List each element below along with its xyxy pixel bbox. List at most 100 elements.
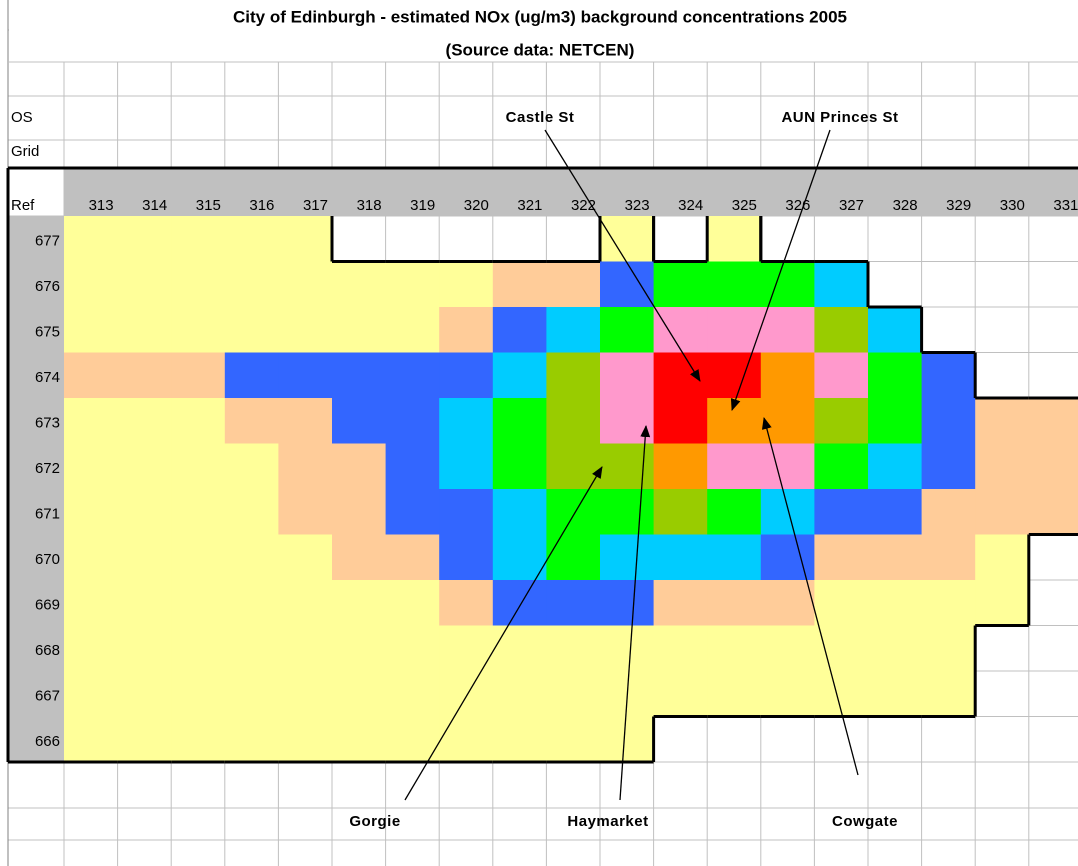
map-cell — [707, 216, 762, 262]
map-cell — [600, 398, 655, 444]
map-cell — [224, 261, 279, 308]
map-cell — [868, 443, 923, 490]
map-cell — [653, 443, 708, 490]
map-cell — [278, 216, 333, 262]
map-cell — [64, 352, 119, 399]
column-label: 330 — [1000, 197, 1025, 214]
map-cell — [814, 261, 869, 308]
map-cell — [492, 580, 547, 626]
map-cell — [117, 489, 172, 535]
map-cell — [385, 398, 440, 444]
map-cell — [332, 534, 387, 581]
map-cell — [921, 534, 976, 581]
row-label: 670 — [35, 551, 60, 568]
map-cell — [546, 261, 601, 308]
map-cell — [224, 489, 279, 535]
map-cell — [546, 534, 601, 581]
map-cell — [707, 307, 762, 353]
map-cell — [385, 534, 440, 581]
map-cell — [171, 625, 226, 672]
map-cell — [64, 443, 119, 490]
map-cell — [492, 352, 547, 399]
map-cell — [117, 398, 172, 444]
map-cell — [278, 534, 333, 581]
map-cell — [814, 625, 869, 672]
map-cell — [546, 580, 601, 626]
map-cell — [868, 534, 923, 581]
map-cell — [760, 261, 815, 308]
map-cell — [653, 307, 708, 353]
side-label: Ref — [11, 197, 35, 214]
map-cell — [760, 352, 815, 399]
map-cell — [332, 261, 387, 308]
column-label: 327 — [839, 197, 864, 214]
map-cell — [278, 489, 333, 535]
map-cell — [760, 625, 815, 672]
column-label: 314 — [142, 197, 167, 214]
map-cell — [439, 716, 494, 763]
map-cell — [868, 489, 923, 535]
map-cell — [600, 261, 655, 308]
annotation: Castle St — [506, 109, 575, 126]
column-label: 320 — [464, 197, 489, 214]
map-cell — [546, 716, 601, 763]
annotation: Haymarket — [567, 813, 648, 830]
column-label: 318 — [357, 197, 382, 214]
map-cell — [117, 216, 172, 262]
map-cell — [332, 671, 387, 717]
map-cell — [653, 625, 708, 672]
side-label: Grid — [11, 143, 39, 160]
map-cell — [278, 716, 333, 763]
map-cell — [224, 534, 279, 581]
map-cell — [814, 489, 869, 535]
map-cell — [921, 625, 976, 672]
map-cell — [171, 261, 226, 308]
row-label: 671 — [35, 506, 60, 523]
map-cell — [278, 352, 333, 399]
map-cell — [921, 671, 976, 717]
map-cell — [600, 534, 655, 581]
map-cell — [814, 352, 869, 399]
map-cell — [1028, 489, 1078, 535]
map-cells — [8, 168, 1078, 763]
map-cell — [868, 671, 923, 717]
map-cell — [600, 216, 655, 262]
column-label: 326 — [785, 197, 810, 214]
map-cell — [439, 671, 494, 717]
map-cell — [546, 489, 601, 535]
annotation-arrow — [730, 129, 831, 411]
map-cell — [385, 352, 440, 399]
map-cell — [224, 716, 279, 763]
map-cell — [439, 580, 494, 626]
map-cell — [439, 534, 494, 581]
row-label: 672 — [35, 460, 60, 477]
map-cell — [385, 625, 440, 672]
map-cell — [653, 398, 708, 444]
map-cell — [439, 307, 494, 353]
map-cell — [332, 443, 387, 490]
map-cell — [707, 443, 762, 490]
map-cell — [921, 489, 976, 535]
map-cell — [439, 625, 494, 672]
map-cell — [171, 580, 226, 626]
map-cell — [492, 671, 547, 717]
map-cell — [171, 216, 226, 262]
map-cell — [224, 216, 279, 262]
map-cell — [385, 489, 440, 535]
annotation-arrow — [761, 417, 859, 776]
subtitle: (Source data: NETCEN) — [446, 40, 635, 59]
row-label: 675 — [35, 324, 60, 341]
map-cell — [385, 307, 440, 353]
map-cell — [171, 671, 226, 717]
map-cell — [439, 489, 494, 535]
map-cell — [171, 489, 226, 535]
annotation: AUN Princes St — [781, 109, 898, 126]
map-cell — [224, 625, 279, 672]
map-cell — [278, 261, 333, 308]
map-cell — [814, 398, 869, 444]
map-cell — [921, 443, 976, 490]
map-cell — [64, 489, 119, 535]
map-cell — [278, 443, 333, 490]
map-cell — [332, 716, 387, 763]
map-cell — [64, 261, 119, 308]
